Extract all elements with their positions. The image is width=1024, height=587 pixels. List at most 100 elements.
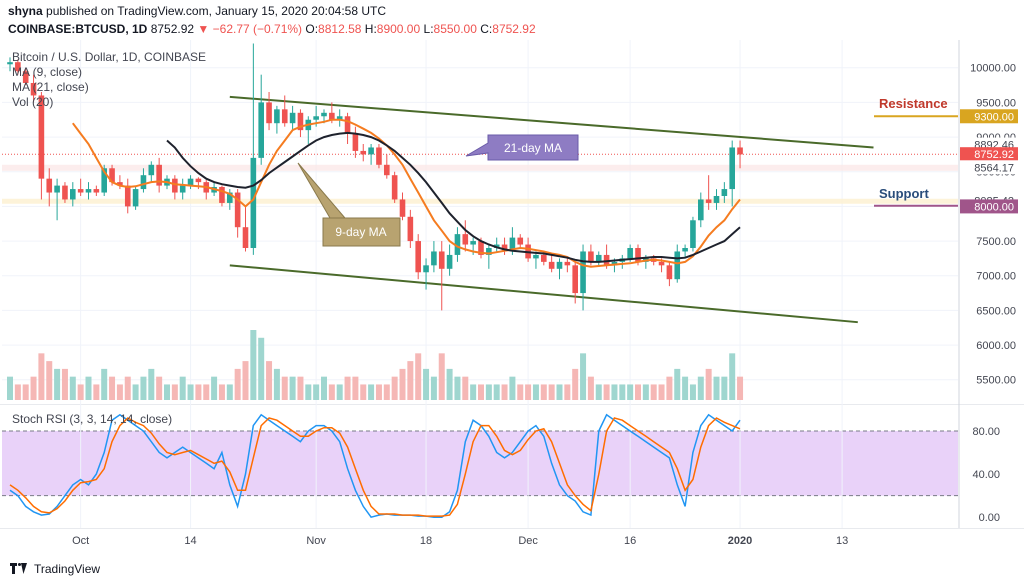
footer-brand[interactable]: TradingView [34,562,101,576]
candle [399,192,406,221]
rsi-legend: Stoch RSI (3, 3, 14, 14, close) [12,412,173,426]
time-tick-label: 2020 [728,535,752,547]
candle [501,237,508,255]
volume-bar [195,384,202,400]
author-name[interactable]: shyna [8,4,43,18]
candle-body [85,189,92,193]
rsi-band [2,430,958,496]
candle-body [517,237,524,245]
volume-bar [540,384,547,400]
volume-bar [674,368,681,400]
candle [721,182,728,203]
volume-bar [368,384,375,400]
candle-body [329,112,335,120]
candle [548,254,555,273]
candle-body [77,189,84,193]
candle [698,192,704,228]
candle-body [462,234,469,245]
candle-body [384,164,390,176]
candle-body [46,178,53,193]
candle-body [172,178,178,193]
candle-body [423,265,429,273]
volume-bar [517,384,524,400]
candle-body [30,82,37,96]
volume-bar [281,376,288,400]
volume-bar [140,376,147,400]
time-tick-label: Dec [518,535,538,547]
candle [344,112,351,144]
high-label: H: [364,22,377,36]
time-tick-label: Nov [306,535,326,547]
candle-body [38,95,45,179]
candle-body [336,116,343,120]
candle-body [603,254,610,266]
candle-body [266,102,272,124]
candle-body [548,261,555,269]
volume-bar [375,384,382,400]
candle-body [446,254,453,269]
candle-body [195,178,202,183]
volume-bar [721,376,728,400]
price-tick-label: 5500.00 [976,375,1016,387]
candle-body [297,112,304,131]
candle-body [156,164,162,186]
volume-bar [132,384,139,400]
time-axis[interactable]: Oct 14 Nov 18 Dec 16 2020 13 [0,528,1024,556]
time-axis-bg [0,528,1024,556]
volume-bar [737,376,744,400]
low-label: L: [423,22,434,36]
candle [580,244,586,311]
candle-body [148,164,155,176]
candle-body [368,147,374,155]
candle-body [666,265,673,280]
candle [595,251,602,266]
rsi-d-line [9,417,741,517]
ohlc-bar: COINBASE:BTCUSD, 1D 8752.92 ▼ −62.77 (−0… [8,22,536,36]
candle [454,227,461,262]
volume-bar [344,376,351,400]
candle [156,157,162,193]
last-price: 8752.92 [150,22,195,36]
chart-legend: Bitcoin / U.S. Dollar, 1D, COINBASE MA (… [12,50,206,110]
volume-bar [218,384,225,400]
candle [737,140,743,169]
candle-body [556,261,563,269]
candle [446,244,453,276]
volume-bar [211,376,218,400]
volume-bar [415,353,422,400]
candle-body [729,147,735,190]
volume-bar [454,376,461,400]
candle [462,220,469,252]
candle [227,189,233,210]
time-tick-label: Oct [72,535,89,547]
candle [15,59,21,75]
price-chart[interactable]: 21-day MA 9-day MA Resistance Support 10000.… [0,40,1024,404]
legend-title: Bitcoin / U.S. Dollar, 1D, COINBASE [12,50,207,64]
volume-bar [30,376,37,400]
volume-bar [352,376,359,400]
candle [187,175,194,190]
candle-body [658,261,665,266]
candle [533,251,539,269]
price-change: ▼ −62.77 (−0.71%) [197,22,303,36]
rsi-tick-label: 0.00 [979,512,1000,524]
volume-bar [336,384,343,400]
open-label: O: [305,22,319,36]
volume-bar [187,384,194,400]
candle [85,182,92,200]
close-label: C: [480,22,493,36]
candle-body [721,189,728,196]
candle [713,189,720,210]
volume-bar [313,384,320,400]
volume-bar [321,376,327,400]
volume-bar [258,337,265,400]
candle-body [70,189,76,200]
volume-bar [7,376,13,400]
stoch-rsi-chart[interactable]: 80.00 40.00 0.00 [0,404,1024,528]
volume-bar [501,384,508,400]
volume-bar [705,368,712,400]
volume-bar [399,368,406,400]
rsi-tick-label: 40.00 [972,469,1000,481]
candle-body [431,251,437,266]
channel-lower-line [229,264,858,324]
